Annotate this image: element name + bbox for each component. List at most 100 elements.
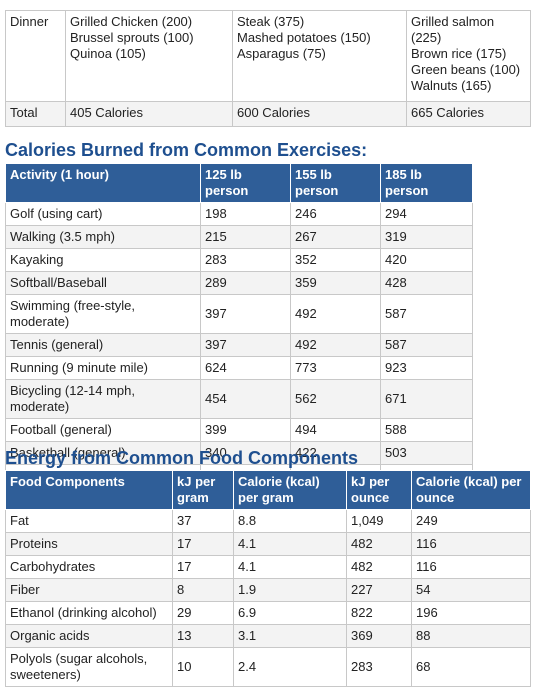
table-row: Golf (using cart) 198 246 294 bbox=[5, 202, 473, 226]
table-cell: 397 bbox=[200, 333, 291, 357]
table-cell: 600 Calories bbox=[232, 101, 407, 127]
table-cell: 773 bbox=[290, 356, 381, 380]
table-cell: 587 bbox=[380, 294, 473, 334]
table-cell: Fat bbox=[5, 509, 173, 533]
cell-line: Steak (375) bbox=[237, 14, 305, 29]
table-cell: Grilled salmon (225) Brown rice (175) Gree… bbox=[406, 10, 531, 102]
table-cell: 2.4 bbox=[233, 647, 347, 687]
header-cell: Activity (1 hour) bbox=[5, 163, 201, 203]
table-row: Kayaking 283 352 420 bbox=[5, 248, 473, 272]
table-cell: Polyols (sugar alcohols, sweeteners) bbox=[5, 647, 173, 687]
table-cell: 420 bbox=[380, 248, 473, 272]
table-cell: 1.9 bbox=[233, 578, 347, 602]
header-cell: 185 lb person bbox=[380, 163, 473, 203]
table-cell: 37 bbox=[172, 509, 234, 533]
table-cell: Grilled Chicken (200) Brussel sprouts (10… bbox=[65, 10, 233, 102]
table-cell: 29 bbox=[172, 601, 234, 625]
table-cell: 17 bbox=[172, 555, 234, 579]
table-cell: 352 bbox=[290, 248, 381, 272]
header-row: Activity (1 hour) 125 lb person 155 lb per… bbox=[5, 163, 473, 203]
header-cell: kJ per gram bbox=[172, 470, 234, 510]
table-cell: 8 bbox=[172, 578, 234, 602]
cell-line: Quinoa (105) bbox=[70, 46, 146, 61]
table-row: Proteins 17 4.1 482 116 bbox=[5, 532, 531, 556]
table-cell: 319 bbox=[380, 225, 473, 249]
section-title: Calories Burned from Common Exercises: bbox=[5, 140, 368, 160]
table-cell: 196 bbox=[411, 601, 531, 625]
cell-line: Asparagus (75) bbox=[237, 46, 326, 61]
cell-line: Brussel sprouts (100) bbox=[70, 30, 194, 45]
header-cell: Calorie (kcal) per ounce bbox=[411, 470, 531, 510]
table-cell: 289 bbox=[200, 271, 291, 295]
table-cell: Tennis (general) bbox=[5, 333, 201, 357]
table-cell: 428 bbox=[380, 271, 473, 295]
table-cell: Proteins bbox=[5, 532, 173, 556]
table-cell: 4.1 bbox=[233, 532, 347, 556]
table-row: Football (general) 399 494 588 bbox=[5, 418, 473, 442]
cell-line: Brown rice (175) bbox=[411, 46, 507, 61]
table-cell: 246 bbox=[290, 202, 381, 226]
table-cell: 116 bbox=[411, 555, 531, 579]
table-row: Basketball (general) 340 422 503 bbox=[5, 441, 473, 465]
table-cell: Basketball (general) bbox=[5, 441, 201, 465]
header-cell: Food Components bbox=[5, 470, 173, 510]
table-cell: 54 bbox=[411, 578, 531, 602]
table-cell: 249 bbox=[411, 509, 531, 533]
table-cell: 3.1 bbox=[233, 624, 347, 648]
table-cell: 671 bbox=[380, 379, 473, 419]
table-cell: 405 Calories bbox=[65, 101, 233, 127]
table-cell: 399 bbox=[200, 418, 291, 442]
table-cell: Golf (using cart) bbox=[5, 202, 201, 226]
table-cell: 822 bbox=[346, 601, 412, 625]
cell-line: Walnuts (165) bbox=[411, 78, 492, 93]
table-cell: Football (general) bbox=[5, 418, 201, 442]
table-cell: Dinner bbox=[5, 10, 66, 102]
table-row: Carbohydrates 17 4.1 482 116 bbox=[5, 555, 531, 579]
table-cell: Running (9 minute mile) bbox=[5, 356, 201, 380]
table-row: Dinner Grilled Chicken (200) Brussel sprou… bbox=[5, 10, 531, 102]
table-cell: 588 bbox=[380, 418, 473, 442]
table-cell: 482 bbox=[346, 532, 412, 556]
table-cell: 587 bbox=[380, 333, 473, 357]
table-cell: 10 bbox=[172, 647, 234, 687]
table-row: Softball/Baseball 289 359 428 bbox=[5, 271, 473, 295]
exercise-block: Activity (1 hour) 125 lb person 155 lb per… bbox=[5, 163, 473, 488]
table-row: Polyols (sugar alcohols, sweeteners) 10 2.… bbox=[5, 647, 531, 687]
table-cell: 198 bbox=[200, 202, 291, 226]
meal-table: Dinner Grilled Chicken (200) Brussel sprou… bbox=[5, 10, 531, 127]
table-cell: 4.1 bbox=[233, 555, 347, 579]
food-block: Food Components kJ per gram Calorie (kcal)… bbox=[5, 470, 531, 687]
header-cell: kJ per ounce bbox=[346, 470, 412, 510]
table-cell: 6.9 bbox=[233, 601, 347, 625]
table-row: Bicycling (12-14 mph, moderate) 454 562 671 bbox=[5, 379, 473, 419]
table-cell: 624 bbox=[200, 356, 291, 380]
table-cell: Bicycling (12-14 mph, moderate) bbox=[5, 379, 201, 419]
table-cell: 283 bbox=[346, 647, 412, 687]
exercise-table: Activity (1 hour) 125 lb person 155 lb per… bbox=[5, 163, 473, 488]
table-cell: Fiber bbox=[5, 578, 173, 602]
table-cell: 13 bbox=[172, 624, 234, 648]
table-cell: 503 bbox=[380, 441, 473, 465]
table-cell: 227 bbox=[346, 578, 412, 602]
table-cell: 267 bbox=[290, 225, 381, 249]
table-row: Total 405 Calories 600 Calories 665 Calorie… bbox=[5, 101, 531, 127]
header-cell: Calorie (kcal) per gram bbox=[233, 470, 347, 510]
table-cell: 215 bbox=[200, 225, 291, 249]
table-cell: 492 bbox=[290, 294, 381, 334]
table-row: Organic acids 13 3.1 369 88 bbox=[5, 624, 531, 648]
header-row: Food Components kJ per gram Calorie (kcal)… bbox=[5, 470, 531, 510]
meal-block: Dinner Grilled Chicken (200) Brussel sprou… bbox=[5, 10, 531, 127]
table-cell: Ethanol (drinking alcohol) bbox=[5, 601, 173, 625]
table-cell: 665 Calories bbox=[406, 101, 531, 127]
food-table: Food Components kJ per gram Calorie (kcal)… bbox=[5, 470, 531, 687]
table-cell: 397 bbox=[200, 294, 291, 334]
table-cell: Organic acids bbox=[5, 624, 173, 648]
table-cell: 1,049 bbox=[346, 509, 412, 533]
table-cell: Walking (3.5 mph) bbox=[5, 225, 201, 249]
table-cell: 116 bbox=[411, 532, 531, 556]
table-row: Swimming (free-style, moderate) 397 492 587 bbox=[5, 294, 473, 334]
table-cell: Kayaking bbox=[5, 248, 201, 272]
cell-line: Green beans (100) bbox=[411, 62, 521, 77]
table-cell: 482 bbox=[346, 555, 412, 579]
